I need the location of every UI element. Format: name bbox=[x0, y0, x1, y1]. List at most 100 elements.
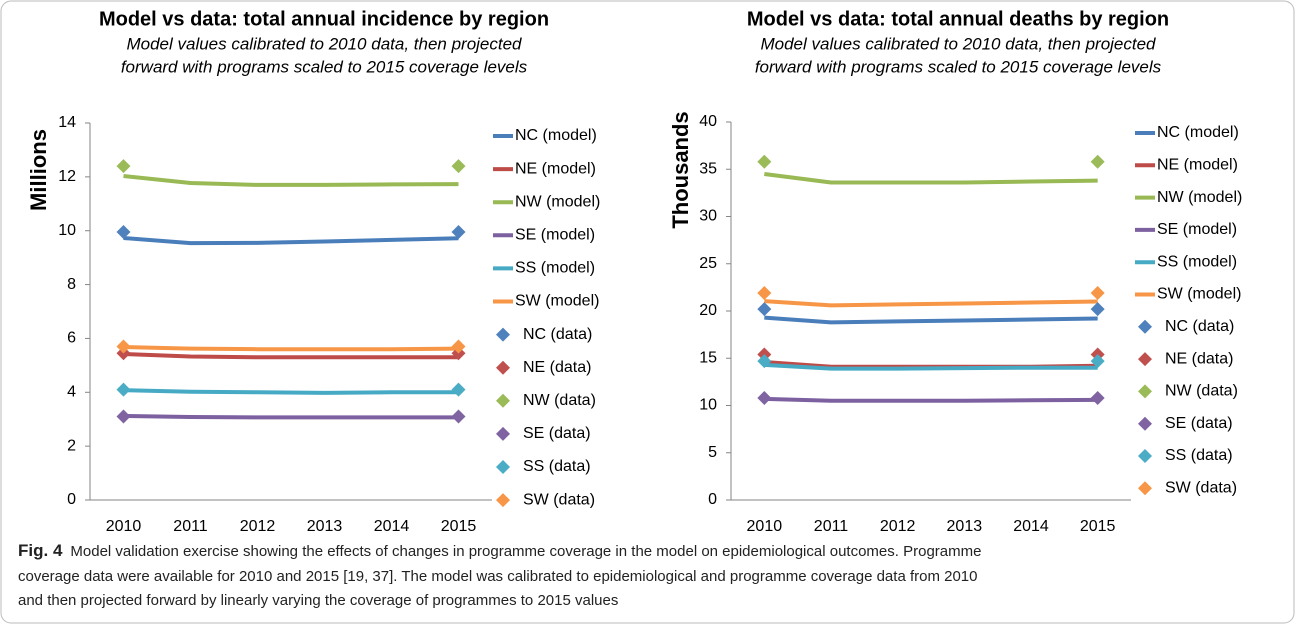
series-line bbox=[123, 235, 459, 246]
legend-label: NE (model) bbox=[1157, 157, 1238, 174]
data-marker bbox=[451, 339, 466, 354]
data-marker bbox=[757, 390, 772, 405]
legend-swatch bbox=[1138, 481, 1152, 496]
y-tick-label: 12 bbox=[58, 168, 76, 185]
y-tick-label: 35 bbox=[699, 160, 717, 177]
legend-swatch bbox=[496, 327, 510, 342]
data-marker bbox=[757, 286, 772, 301]
legend-label: NC (data) bbox=[523, 326, 592, 343]
data-marker bbox=[116, 382, 131, 397]
legend-swatch bbox=[496, 360, 510, 375]
y-tick-label: 40 bbox=[699, 113, 717, 130]
x-tick-label: 2013 bbox=[947, 518, 983, 535]
legend-label: NW (data) bbox=[523, 392, 596, 409]
series-line bbox=[123, 413, 459, 420]
y-axis-label: Millions bbox=[26, 129, 51, 211]
legend-label: SW (model) bbox=[515, 293, 599, 310]
legend-swatch bbox=[1138, 449, 1152, 463]
y-axis-label: Thousands bbox=[668, 111, 693, 228]
chart-subtitle: forward with programs scaled to 2015 cov… bbox=[755, 57, 1162, 76]
chart-subtitle: Model values calibrated to 2010 data, th… bbox=[760, 34, 1156, 53]
legend-label: NE (data) bbox=[523, 359, 591, 376]
data-marker bbox=[757, 302, 772, 317]
legend-label: SE (data) bbox=[1165, 415, 1233, 432]
x-tick-label: 2012 bbox=[880, 518, 916, 535]
legend-swatch bbox=[1138, 416, 1152, 431]
y-tick-label: 4 bbox=[67, 384, 76, 401]
legend-label: NE (model) bbox=[515, 160, 596, 177]
legend-label: SS (model) bbox=[515, 260, 595, 277]
data-marker bbox=[116, 339, 131, 354]
legend-label: NW (model) bbox=[515, 193, 600, 210]
chart-title: Model vs data: total annual incidence by… bbox=[99, 8, 549, 30]
y-tick-label: 0 bbox=[67, 491, 76, 508]
legend-swatch bbox=[496, 460, 510, 474]
data-marker bbox=[116, 225, 131, 240]
y-tick-label: 25 bbox=[699, 255, 717, 272]
legend-swatch bbox=[496, 493, 510, 508]
caption-line: and then projected forward by linearly v… bbox=[18, 592, 618, 609]
x-tick-label: 2010 bbox=[747, 518, 783, 535]
legend-label: NC (data) bbox=[1165, 318, 1234, 335]
legend-label: SS (data) bbox=[523, 458, 591, 475]
legend-label: SW (data) bbox=[523, 491, 595, 508]
x-tick-label: 2012 bbox=[240, 518, 276, 535]
data-marker bbox=[116, 409, 131, 424]
y-tick-label: 5 bbox=[708, 444, 717, 461]
legend-label: SS (data) bbox=[1165, 447, 1233, 464]
legend-label: NW (model) bbox=[1157, 189, 1242, 206]
series-line bbox=[123, 352, 459, 360]
x-tick-label: 2010 bbox=[106, 518, 142, 535]
series-line bbox=[123, 345, 459, 352]
series-line bbox=[764, 171, 1098, 185]
y-tick-label: 20 bbox=[699, 302, 717, 319]
data-marker bbox=[1090, 302, 1105, 317]
y-tick-label: 6 bbox=[67, 330, 76, 347]
data-marker bbox=[757, 354, 772, 369]
series-line bbox=[764, 362, 1098, 371]
data-marker bbox=[451, 382, 466, 397]
data-marker bbox=[1090, 154, 1105, 169]
legend-label: NC (model) bbox=[1157, 124, 1239, 141]
x-tick-label: 2015 bbox=[1080, 518, 1116, 535]
series-line bbox=[764, 299, 1098, 308]
data-marker bbox=[1090, 286, 1105, 301]
legend-label: SS (model) bbox=[1157, 253, 1237, 270]
legend-swatch bbox=[1138, 352, 1152, 367]
x-tick-label: 2011 bbox=[814, 518, 849, 535]
data-marker bbox=[116, 159, 131, 174]
legend-label: SE (data) bbox=[523, 425, 591, 442]
data-marker bbox=[757, 154, 772, 169]
caption-text: Model validation exercise showing the ef… bbox=[70, 543, 981, 560]
legend-label: NW (data) bbox=[1165, 383, 1238, 400]
x-tick-label: 2011 bbox=[173, 518, 208, 535]
legend-swatch bbox=[1138, 384, 1152, 399]
data-marker bbox=[451, 409, 466, 424]
y-tick-label: 8 bbox=[67, 276, 76, 293]
y-tick-label: 15 bbox=[699, 349, 717, 366]
legend-label: NC (model) bbox=[515, 127, 597, 144]
series-line bbox=[123, 388, 459, 395]
legend-swatch bbox=[496, 426, 510, 441]
data-marker bbox=[451, 159, 466, 174]
y-tick-label: 0 bbox=[708, 491, 717, 508]
y-tick-label: 10 bbox=[699, 397, 717, 414]
chart-subtitle: Model values calibrated to 2010 data, th… bbox=[126, 34, 522, 53]
series-line bbox=[123, 174, 459, 187]
series-line bbox=[764, 315, 1098, 325]
x-tick-label: 2015 bbox=[441, 518, 477, 535]
x-tick-label: 2013 bbox=[307, 518, 343, 535]
legend-label: SE (model) bbox=[515, 227, 595, 244]
series-line bbox=[764, 396, 1098, 403]
chart-title: Model vs data: total annual deaths by re… bbox=[747, 8, 1169, 30]
legend-swatch bbox=[496, 393, 510, 408]
caption-line: coverage data were available for 2010 an… bbox=[18, 568, 978, 585]
legend-label: SW (model) bbox=[1157, 286, 1241, 303]
x-tick-label: 2014 bbox=[1013, 518, 1049, 535]
chart-subtitle: forward with programs scaled to 2015 cov… bbox=[121, 57, 528, 76]
legend-swatch bbox=[1138, 319, 1152, 334]
caption-label: Fig. 4 bbox=[18, 541, 63, 560]
data-marker bbox=[1090, 354, 1105, 369]
